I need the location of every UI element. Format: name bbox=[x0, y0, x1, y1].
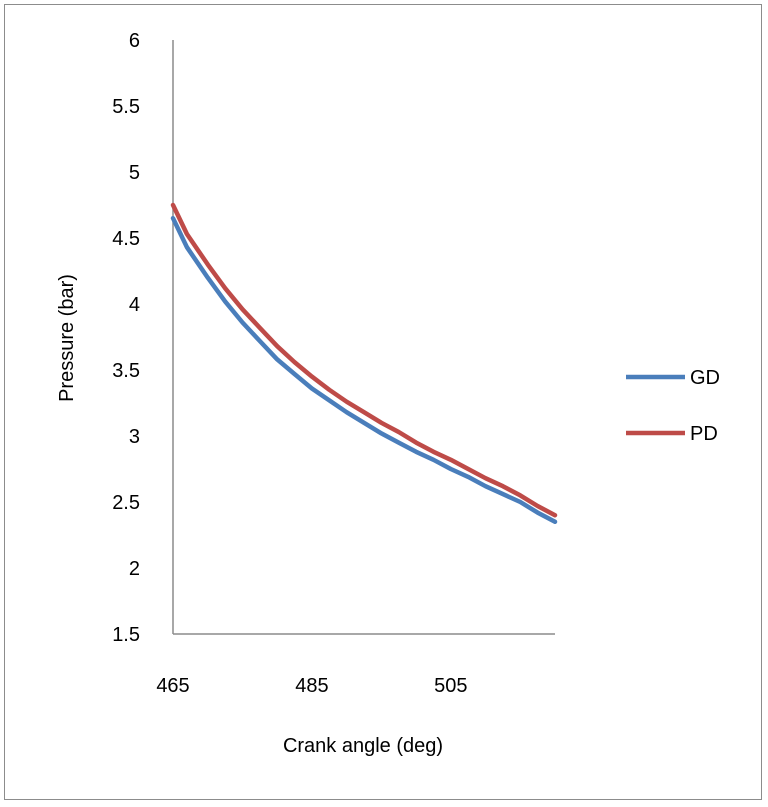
x-tick-label: 485 bbox=[295, 675, 328, 697]
x-tick-label: 465 bbox=[156, 675, 189, 697]
chart-frame bbox=[4, 4, 762, 800]
y-tick-label: 4.5 bbox=[112, 228, 140, 250]
x-axis-ticks: 465 485 505 bbox=[156, 675, 467, 697]
series-line-gd bbox=[170, 215, 558, 525]
y-axis-title: Pressure (bar) bbox=[56, 274, 78, 402]
y-tick-label: 6 bbox=[129, 30, 140, 52]
y-tick-label: 1.5 bbox=[112, 624, 140, 646]
series-line-pd bbox=[170, 202, 558, 518]
legend-label-pd: PD bbox=[690, 423, 718, 445]
y-tick-label: 2 bbox=[129, 558, 140, 580]
y-axis-ticks: 1.5 2 2.5 3 3.5 4 4.5 5 5.5 6 bbox=[112, 30, 140, 646]
legend: GD PD bbox=[626, 367, 720, 445]
x-tick-label: 505 bbox=[434, 675, 467, 697]
y-tick-label: 5 bbox=[129, 162, 140, 184]
y-tick-label: 3 bbox=[129, 426, 140, 448]
y-tick-label: 2.5 bbox=[112, 492, 140, 514]
x-axis-title: Crank angle (deg) bbox=[283, 735, 443, 757]
y-tick-label: 4 bbox=[129, 294, 140, 316]
series-lines bbox=[170, 202, 558, 525]
legend-label-gd: GD bbox=[690, 367, 720, 389]
y-tick-label: 3.5 bbox=[112, 360, 140, 382]
y-tick-label: 5.5 bbox=[112, 96, 140, 118]
